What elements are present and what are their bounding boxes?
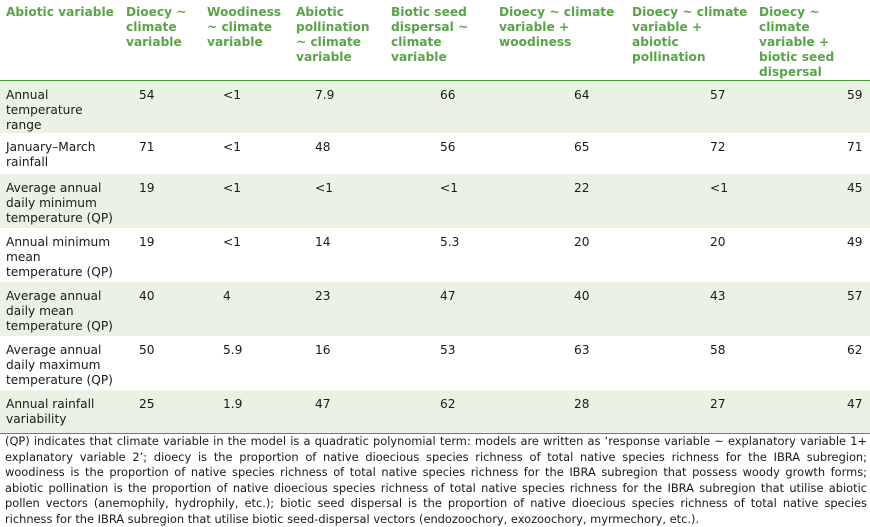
column-header: Woodiness ~ climate variable xyxy=(207,5,282,49)
table-cell: <1 xyxy=(223,181,241,195)
table-cell: 27 xyxy=(710,397,726,411)
column-header: Biotic seed dispersal ~ climate variable xyxy=(391,5,469,64)
table-cell: 50 xyxy=(139,343,155,357)
table-cell: 20 xyxy=(710,235,726,249)
row-label: Average annual daily maximum temperature… xyxy=(6,343,113,387)
row-label: Annual minimum mean temperature (QP) xyxy=(6,235,113,279)
table-cell: 62 xyxy=(440,397,456,411)
table-cell: 47 xyxy=(440,289,456,303)
table-cell: 63 xyxy=(574,343,590,357)
row-label: Average annual daily minimum temperature… xyxy=(6,181,113,225)
table-cell: <1 xyxy=(440,181,458,195)
column-header: Abiotic pollination ~ climate variable xyxy=(296,5,370,64)
results-table: Abiotic variable Dioecy ~ climate variab… xyxy=(0,0,870,433)
table-cell: 58 xyxy=(710,343,726,357)
table-cell: 40 xyxy=(139,289,155,303)
table-cell: 57 xyxy=(847,289,863,303)
table-cell: <1 xyxy=(315,181,333,195)
table-cell: 64 xyxy=(574,88,590,102)
table-cell: 48 xyxy=(315,140,331,154)
row-label: January–March rainfall xyxy=(6,140,96,169)
table-cell: 54 xyxy=(139,88,155,102)
table-cell: 45 xyxy=(847,181,863,195)
table-row: Average annual daily maximum temperature… xyxy=(0,336,870,390)
table-cell: <1 xyxy=(710,181,728,195)
table-cell: 65 xyxy=(574,140,590,154)
table-cell: 25 xyxy=(139,397,155,411)
table-cell: 62 xyxy=(847,343,863,357)
table-cell: <1 xyxy=(223,235,241,249)
table-row: Average annual daily mean temperature (Q… xyxy=(0,282,870,336)
column-header: Dioecy ~ climate variable + woodiness xyxy=(499,5,615,49)
table-cell: 49 xyxy=(847,235,863,249)
table-cell: 19 xyxy=(139,235,155,249)
table-cell: 56 xyxy=(440,140,456,154)
table-row: Annual temperature range 54 <1 7.9 66 64 57 59 xyxy=(0,80,870,133)
table-cell: 43 xyxy=(710,289,726,303)
table-cell: 1.9 xyxy=(223,397,243,411)
table-cell: <1 xyxy=(223,140,241,154)
table-cell: 16 xyxy=(315,343,331,357)
table-cell: 47 xyxy=(315,397,331,411)
table-cell: 20 xyxy=(574,235,590,249)
table-cell: 59 xyxy=(847,88,863,102)
table-cell: 72 xyxy=(710,140,726,154)
table-row: Annual minimum mean temperature (QP) 19 <1… xyxy=(0,228,870,282)
table-row: Average annual daily minimum temperature… xyxy=(0,174,870,228)
table-cell: 14 xyxy=(315,235,331,249)
table-cell: 4 xyxy=(223,289,231,303)
table-cell: 40 xyxy=(574,289,590,303)
table-header-row: Abiotic variable Dioecy ~ climate variab… xyxy=(0,0,870,81)
table-cell: 71 xyxy=(139,140,155,154)
table-footnote: (QP) indicates that climate variable in … xyxy=(5,434,867,526)
row-label: Average annual daily mean temperature (Q… xyxy=(6,289,113,333)
table-cell: 5.9 xyxy=(223,343,243,357)
table-cell: 66 xyxy=(440,88,456,102)
table-cell: 5.3 xyxy=(440,235,460,249)
table-row: Annual rainfall variability 25 1.9 47 62 28 27… xyxy=(0,390,870,433)
column-header: Dioecy ~ climate variable + abiotic poll… xyxy=(632,5,748,64)
table-cell: 57 xyxy=(710,88,726,102)
table-cell: 19 xyxy=(139,181,155,195)
table-cell: 53 xyxy=(440,343,456,357)
table-cell: 71 xyxy=(847,140,863,154)
table-cell: 7.9 xyxy=(315,88,335,102)
table-cell: <1 xyxy=(223,88,241,102)
table-row: January–March rainfall 71 <1 48 56 65 72 71 xyxy=(0,133,870,174)
table-cell: 47 xyxy=(847,397,863,411)
column-header: Abiotic variable xyxy=(6,5,114,19)
column-header: Dioecy ~ climate variable xyxy=(126,5,187,49)
row-label: Annual rainfall variability xyxy=(6,397,95,426)
table-cell: 22 xyxy=(574,181,590,195)
row-label: Annual temperature range xyxy=(6,88,83,132)
table-cell: 23 xyxy=(315,289,331,303)
column-header: Dioecy ~ climate variable + biotic seed … xyxy=(759,5,835,79)
table-cell: 28 xyxy=(574,397,590,411)
